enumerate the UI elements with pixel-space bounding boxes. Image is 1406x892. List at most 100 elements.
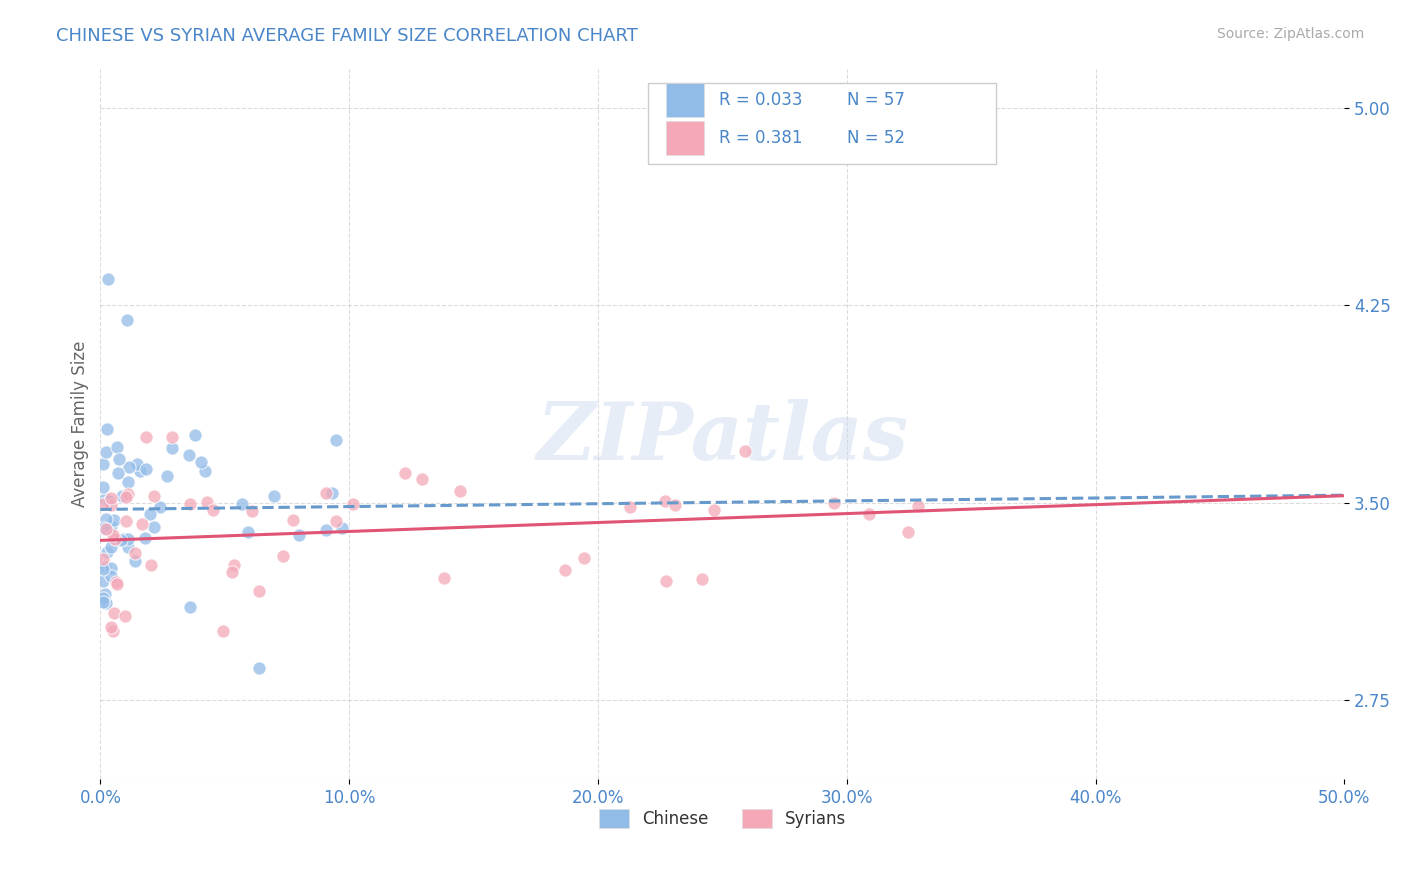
Point <box>98 493 121 508</box>
Point <box>288 528 311 542</box>
Legend: Chinese, Syrians: Chinese, Syrians <box>592 802 853 835</box>
Text: R = 0.381: R = 0.381 <box>718 128 803 146</box>
Point <box>100 498 122 512</box>
Text: ZIPatlas: ZIPatlas <box>536 400 908 476</box>
Point <box>664 499 686 513</box>
Point <box>124 554 146 568</box>
Point <box>160 430 183 444</box>
Point <box>124 546 146 560</box>
Point <box>194 464 217 478</box>
Point <box>100 491 122 505</box>
Point <box>135 430 157 444</box>
Point <box>104 574 127 589</box>
Point <box>342 497 364 511</box>
Point <box>96 445 118 459</box>
Point <box>94 512 117 526</box>
Bar <box>666 83 704 117</box>
Point <box>142 489 165 503</box>
Point <box>94 491 117 506</box>
FancyBboxPatch shape <box>648 83 995 164</box>
Point <box>93 521 115 535</box>
Point <box>91 562 114 576</box>
Point <box>117 540 139 554</box>
Point <box>574 550 596 565</box>
Point <box>105 576 128 591</box>
Point <box>201 503 224 517</box>
Point <box>449 484 471 499</box>
Point <box>179 497 201 511</box>
Point <box>240 504 263 518</box>
Point <box>96 596 118 610</box>
Point <box>271 549 294 564</box>
Point <box>619 500 641 515</box>
Point <box>91 457 114 471</box>
Point <box>117 487 139 501</box>
Point <box>179 599 201 614</box>
Point <box>236 525 259 540</box>
Point <box>115 313 138 327</box>
Point <box>907 499 929 513</box>
Point <box>104 532 127 546</box>
Point <box>142 520 165 534</box>
Point <box>91 591 114 605</box>
Point <box>101 527 124 541</box>
Point <box>692 572 714 586</box>
Point <box>91 574 114 589</box>
Point <box>115 491 138 505</box>
Point <box>703 503 725 517</box>
Point <box>281 513 304 527</box>
Point <box>91 480 114 494</box>
Point <box>330 521 353 535</box>
Point <box>654 574 676 588</box>
Point <box>128 464 150 478</box>
Point <box>96 422 118 436</box>
Point <box>96 545 118 559</box>
Point <box>858 507 880 521</box>
Point <box>190 455 212 469</box>
Text: R = 0.033: R = 0.033 <box>718 91 803 109</box>
Point <box>138 507 160 521</box>
Point <box>823 496 845 510</box>
Point <box>411 472 433 486</box>
Point <box>93 595 115 609</box>
Point <box>141 558 163 572</box>
Point <box>114 609 136 624</box>
Point <box>100 568 122 582</box>
Point <box>195 495 218 509</box>
Point <box>734 443 756 458</box>
Point <box>107 466 129 480</box>
Point <box>127 457 149 471</box>
Point <box>100 620 122 634</box>
Bar <box>666 120 704 154</box>
Point <box>100 519 122 533</box>
Point <box>115 514 138 528</box>
Point <box>325 433 347 447</box>
Point <box>103 513 125 527</box>
Point <box>117 532 139 546</box>
Point <box>433 571 456 585</box>
Point <box>221 566 243 580</box>
Point <box>222 558 245 573</box>
Point <box>315 524 337 538</box>
Point <box>321 486 343 500</box>
Point <box>897 524 920 539</box>
Point <box>184 428 207 442</box>
Point <box>160 441 183 455</box>
Point <box>394 466 416 480</box>
Point <box>117 475 139 489</box>
Point <box>110 533 132 548</box>
Point <box>117 460 139 475</box>
Text: N = 52: N = 52 <box>846 128 905 146</box>
Point <box>554 563 576 577</box>
Point <box>111 533 134 547</box>
Point <box>97 272 120 286</box>
Point <box>100 540 122 554</box>
Point <box>156 469 179 483</box>
Point <box>103 606 125 620</box>
Point <box>131 516 153 531</box>
Point <box>134 531 156 545</box>
Point <box>105 441 128 455</box>
Point <box>94 559 117 574</box>
Point <box>149 500 172 515</box>
Point <box>247 584 270 599</box>
